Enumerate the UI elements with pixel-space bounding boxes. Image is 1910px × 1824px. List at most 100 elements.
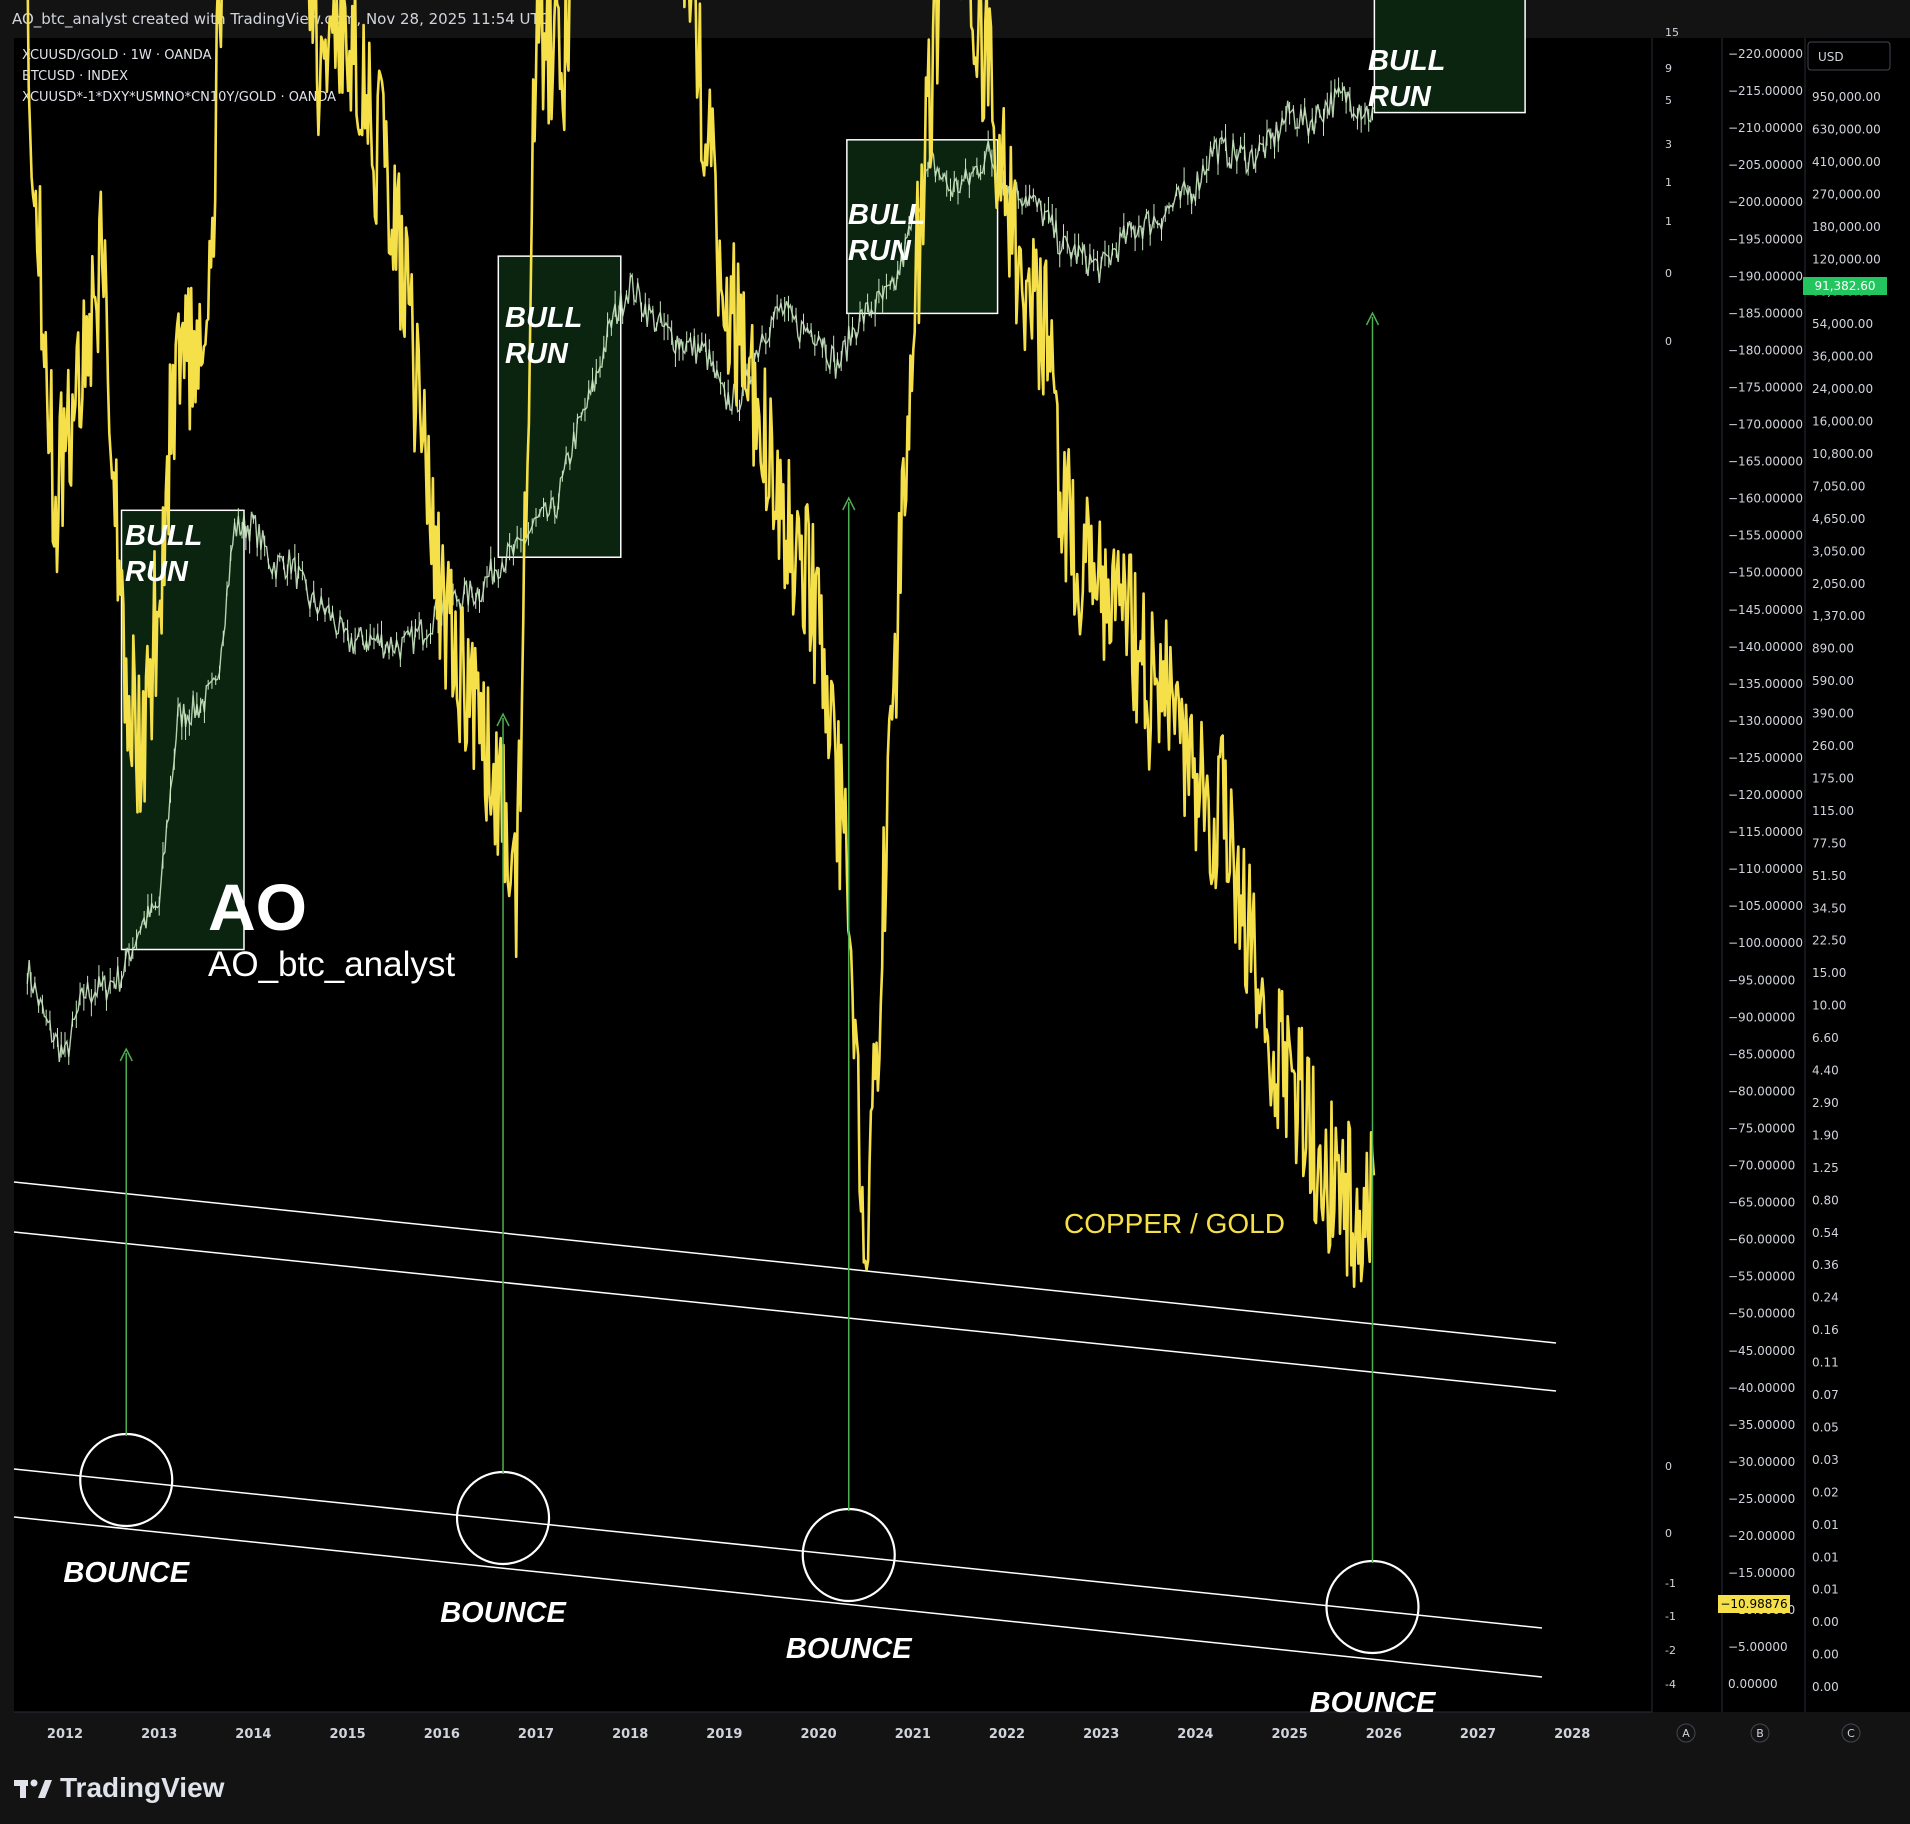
scale-button-label: A (1682, 1727, 1690, 1740)
watermark-small: AO_btc_analyst (208, 945, 455, 984)
right-scale-tick: 630,000.00 (1812, 122, 1881, 136)
right-scale-tick: 1,370.00 (1812, 609, 1865, 623)
left-scale-tick: -2 (1665, 1644, 1676, 1657)
middle-scale-tick: −35.00000 (1728, 1418, 1795, 1432)
middle-scale-tick: −15.00000 (1728, 1566, 1795, 1580)
right-scale-tick: 10.00 (1812, 999, 1846, 1013)
plot-area[interactable] (14, 38, 1652, 1712)
middle-scale-tick: −45.00000 (1728, 1344, 1795, 1358)
middle-scale-tick: −195.00000 (1728, 232, 1803, 246)
middle-scale-tick: −120.00000 (1728, 788, 1803, 802)
right-scale-tick: 51.50 (1812, 869, 1846, 883)
right-scale-tick: 2,050.00 (1812, 577, 1865, 591)
middle-scale-tick: −5.00000 (1728, 1640, 1788, 1654)
right-scale-tick: 0.54 (1812, 1226, 1839, 1240)
middle-scale-tick: −130.00000 (1728, 714, 1803, 728)
right-scale-tick: 0.01 (1812, 1550, 1839, 1564)
middle-scale: −220.00000 −215.00000 −210.00000 −205.00000… (1728, 47, 1803, 1691)
right-scale-tick: 3,050.00 (1812, 544, 1865, 558)
arrow-head-icon (1365, 311, 1380, 326)
middle-scale-tick: −125.00000 (1728, 751, 1803, 765)
year-tick-label: 2014 (235, 1727, 271, 1742)
btc-price-tag (1803, 277, 1887, 295)
copper-gold-price-tag (1718, 1595, 1790, 1613)
bull-run-label: RUN (505, 338, 569, 370)
legend-entry: BTCUSD · INDEX (22, 69, 128, 84)
channel-line[interactable] (13, 1516, 1543, 1678)
year-tick-label: 2016 (424, 1727, 460, 1742)
middle-scale-tick: −190.00000 (1728, 269, 1803, 283)
middle-scale-tick: −70.00000 (1728, 1159, 1795, 1173)
channel-line[interactable] (13, 1468, 1543, 1629)
right-scale-tick: 0.24 (1812, 1291, 1839, 1305)
middle-scale-tick: −205.00000 (1728, 158, 1803, 172)
arrow-head-icon (842, 496, 856, 511)
currency-button[interactable] (1807, 41, 1891, 71)
copper-gold-line[interactable] (26, 0, 1376, 1288)
right-scale-tick: 2.90 (1812, 1096, 1839, 1110)
bull-run-label: BULL (1368, 45, 1445, 77)
left-scale-tick: 0 (1665, 1460, 1672, 1473)
right-scale-tick: 260.00 (1812, 739, 1854, 753)
middle-scale-tick: −140.00000 (1728, 640, 1803, 654)
copper-gold-label: COPPER / GOLD (1064, 1208, 1285, 1239)
trend-channel (13, 1181, 1557, 1678)
middle-scale-tick: −175.00000 (1728, 380, 1803, 394)
middle-scale-tick: −155.00000 (1728, 529, 1803, 543)
bounce-label: BOUNCE (1310, 1687, 1437, 1719)
left-scale-tick: 15 (1665, 26, 1679, 39)
right-scale-tick: 16,000.00 (1812, 415, 1873, 429)
right-scale-tick: 0.36 (1812, 1258, 1839, 1272)
middle-scale-tick: −145.00000 (1728, 603, 1803, 617)
right-scale-tick: 4.40 (1812, 1064, 1839, 1078)
year-tick-label: 2023 (1083, 1727, 1119, 1742)
right-scale-tick: 6.60 (1812, 1031, 1839, 1045)
time-axis: 2012 2013 2014 2015 2016 2017 2018 2019 2020 2021… (47, 1727, 1590, 1742)
right-scale-tick: 175.00 (1812, 771, 1854, 785)
right-scale-tick: 120,000.00 (1812, 252, 1881, 266)
scale-button-label: B (1756, 1727, 1764, 1740)
arrow-head-icon (496, 712, 510, 727)
right-scale-tick: 410,000.00 (1812, 155, 1881, 169)
bull-run-box[interactable] (1373, 0, 1526, 114)
right-scale-tick: 1.90 (1812, 1128, 1839, 1142)
right-scale-tick: 0.01 (1812, 1518, 1839, 1532)
middle-scale-tick: −40.00000 (1728, 1381, 1795, 1395)
middle-scale-tick: −25.00000 (1728, 1492, 1795, 1506)
year-tick-label: 2026 (1366, 1727, 1402, 1742)
middle-scale-tick: −200.00000 (1728, 195, 1803, 209)
middle-scale-tick: −210.00000 (1728, 121, 1803, 135)
scale-buttons: A B C (1676, 1723, 1861, 1743)
arrow-head-icon (119, 1047, 133, 1062)
right-scale-tick: 24,000.00 (1812, 382, 1873, 396)
right-scale-tick: 0.07 (1812, 1388, 1839, 1402)
scale-button-c[interactable] (1841, 1723, 1861, 1743)
bull-run-box[interactable] (497, 255, 622, 558)
right-scale-tick: 77.50 (1812, 836, 1846, 850)
year-tick-label: 2021 (895, 1727, 931, 1742)
middle-scale-tick: −90.00000 (1728, 1010, 1795, 1024)
year-tick-label: 2018 (612, 1727, 648, 1742)
right-scale-tick: 4,650.00 (1812, 512, 1865, 526)
right-scale-tick: 0.03 (1812, 1453, 1839, 1467)
middle-scale-tick: −85.00000 (1728, 1047, 1795, 1061)
year-tick-label: 2020 (801, 1727, 837, 1742)
header-bar: AO_btc_analyst created with TradingView.… (0, 0, 1910, 38)
middle-scale-tick: −180.00000 (1728, 343, 1803, 357)
footer-brand[interactable]: TradingView (14, 1772, 224, 1804)
right-scale-tick: 0.00 (1812, 1615, 1839, 1629)
channel-line[interactable] (13, 1231, 1557, 1392)
right-scale-tick: 22.50 (1812, 934, 1846, 948)
year-tick-label: 2028 (1554, 1727, 1590, 1742)
left-scale-tick: 5 (1665, 94, 1672, 107)
right-scale: USD 950,000.00 630,000.00 410,000.00 270,000… (1807, 41, 1891, 1694)
btc-price-tag-text: 91,382.60 (1814, 279, 1875, 293)
right-scale-tick: 15.00 (1812, 966, 1846, 980)
channel-line[interactable] (13, 1181, 1557, 1344)
right-scale-tick: 180,000.00 (1812, 220, 1881, 234)
scale-button-b[interactable] (1750, 1723, 1770, 1743)
left-scale-tick: 0 (1665, 335, 1672, 348)
scale-button-a[interactable] (1676, 1723, 1696, 1743)
